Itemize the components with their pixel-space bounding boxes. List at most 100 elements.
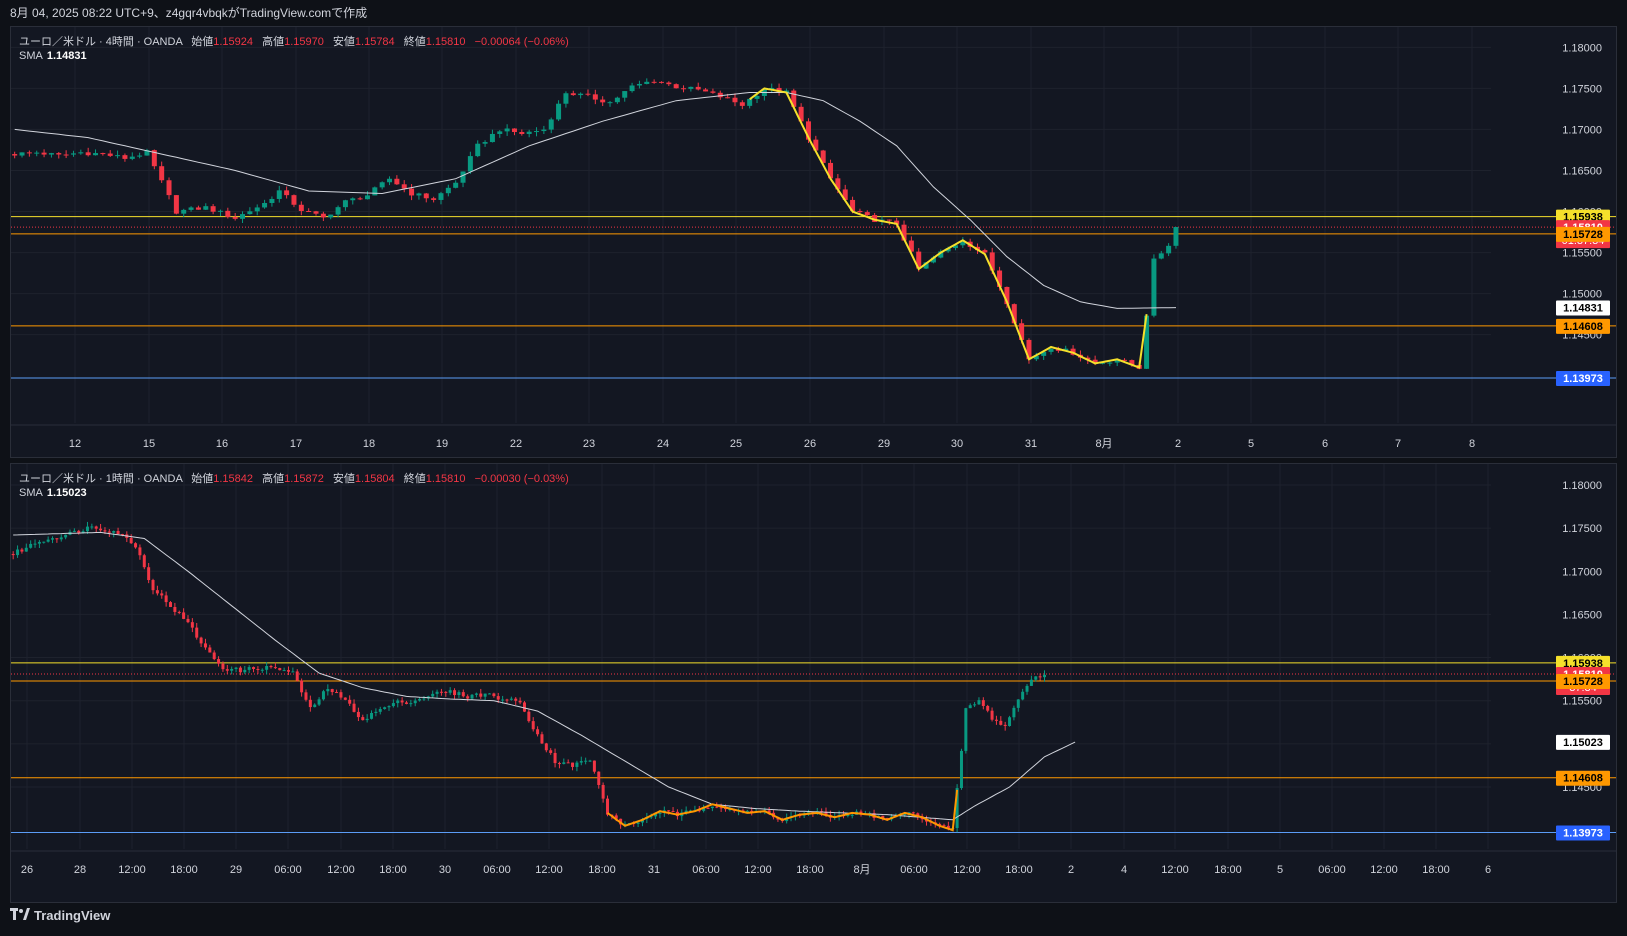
candle-body	[488, 693, 492, 695]
x-tick-label: 06:00	[483, 864, 511, 876]
candle-body	[820, 150, 826, 163]
candle-body	[1008, 717, 1012, 727]
x-tick-label: 18:00	[170, 864, 198, 876]
candle-body	[747, 98, 753, 106]
candle-body	[256, 668, 260, 670]
candle-body	[234, 667, 238, 669]
candle-body	[989, 252, 995, 271]
sma-legend[interactable]: SMA 1.14831	[19, 50, 87, 62]
candle-body	[72, 530, 76, 532]
candle-body	[527, 711, 531, 722]
tradingview-brand[interactable]: TradingView	[10, 908, 110, 923]
symbol-title[interactable]: ユーロ／米ドル · 4時間 · OANDA	[19, 36, 183, 48]
x-tick-label: 06:00	[1318, 864, 1346, 876]
candle-body	[964, 708, 968, 751]
candle-body	[715, 806, 719, 808]
candle-body	[190, 622, 194, 628]
candle-body	[409, 703, 413, 705]
candle-body	[122, 155, 128, 159]
candle-body	[56, 153, 62, 155]
candle-body	[232, 216, 238, 219]
candle-body	[103, 530, 107, 532]
candle-body	[706, 807, 710, 809]
wave-overlay-line	[606, 789, 959, 832]
chart-pane-1h[interactable]: 1.180001.175001.170001.165001.160001.155…	[10, 463, 1617, 903]
x-tick-label: 06:00	[274, 864, 302, 876]
candle-body	[1016, 699, 1020, 708]
candle-body	[252, 667, 256, 669]
candle-body	[579, 761, 583, 763]
x-tick-label: 12	[69, 438, 81, 450]
candle-body	[291, 195, 297, 205]
candle-body	[41, 152, 47, 155]
chart-pane-4h[interactable]: 1.180001.175001.170001.165001.160001.155…	[10, 26, 1617, 458]
candle-body	[540, 734, 544, 744]
x-tick-label: 12:00	[535, 864, 563, 876]
x-tick-label: 12:00	[327, 864, 355, 876]
candle-body	[313, 211, 319, 214]
candle-body	[681, 88, 687, 90]
candle-body	[357, 198, 363, 200]
candle-body	[479, 693, 483, 697]
candle-body	[387, 178, 393, 183]
candle-body	[313, 704, 317, 708]
y-tick-label: 1.15000	[1562, 289, 1602, 301]
snapshot-header: 8月 04, 2025 08:22 UTC+9、z4gqr4vbqkがTradi…	[10, 6, 368, 20]
candle-body	[1144, 315, 1150, 369]
candle-body	[37, 541, 41, 544]
candle-body	[531, 721, 535, 730]
price-label: 1.14608	[1563, 321, 1603, 333]
candle-body	[308, 699, 312, 708]
candle-body	[160, 593, 164, 596]
candle-body	[63, 154, 69, 156]
x-tick-label: 18:00	[1422, 864, 1450, 876]
candle-body	[519, 132, 525, 134]
candle-body	[418, 699, 422, 701]
x-tick-label: 6	[1322, 438, 1328, 450]
candle-body	[409, 188, 415, 196]
candle-body	[601, 784, 605, 799]
price-label: 1.14608	[1563, 773, 1603, 785]
price-label: 1.15023	[1563, 737, 1603, 749]
chart-1h-svg[interactable]: 1.180001.175001.170001.165001.160001.155…	[11, 464, 1617, 903]
x-tick-label: 18:00	[796, 864, 824, 876]
candle-body	[77, 530, 81, 533]
candle-body	[138, 547, 142, 556]
candle-body	[1011, 304, 1017, 324]
candle-body	[894, 220, 900, 225]
candle-body	[571, 762, 575, 767]
symbol-title[interactable]: ユーロ／米ドル · 1時間 · OANDA	[19, 473, 183, 485]
candle-body	[695, 86, 701, 90]
price-label-box	[1556, 300, 1610, 316]
candle-body	[342, 200, 348, 208]
sma-legend[interactable]: SMA 1.15023	[19, 487, 87, 499]
candle-body	[361, 717, 365, 721]
candle-body	[945, 248, 951, 252]
candle-body	[321, 691, 325, 700]
candle-body	[514, 698, 518, 701]
candle-body	[570, 93, 576, 96]
candle-body	[42, 541, 46, 543]
x-tick-label: 18:00	[379, 864, 407, 876]
candle-body	[470, 694, 474, 699]
candle-body	[1043, 674, 1047, 678]
price-label: 1.15728	[1563, 676, 1603, 688]
candle-body	[719, 807, 723, 809]
candle-body	[370, 712, 374, 719]
candle-body	[457, 692, 461, 696]
candle-body	[556, 103, 562, 120]
candle-body	[903, 814, 907, 816]
chart-4h-svg[interactable]: 1.180001.175001.170001.165001.160001.155…	[11, 27, 1617, 458]
candle-body	[697, 810, 701, 812]
y-tick-label: 1.17000	[1562, 566, 1602, 578]
x-tick-label: 12:00	[118, 864, 146, 876]
candle-body	[378, 709, 382, 712]
candle-body	[885, 817, 889, 820]
candle-body	[284, 190, 290, 196]
candle-body	[658, 81, 664, 83]
candle-body	[24, 547, 28, 552]
candle-body	[791, 90, 797, 107]
candle-body	[1092, 359, 1098, 364]
close-label: 終値	[403, 473, 426, 485]
sma-label: SMA	[19, 487, 43, 499]
